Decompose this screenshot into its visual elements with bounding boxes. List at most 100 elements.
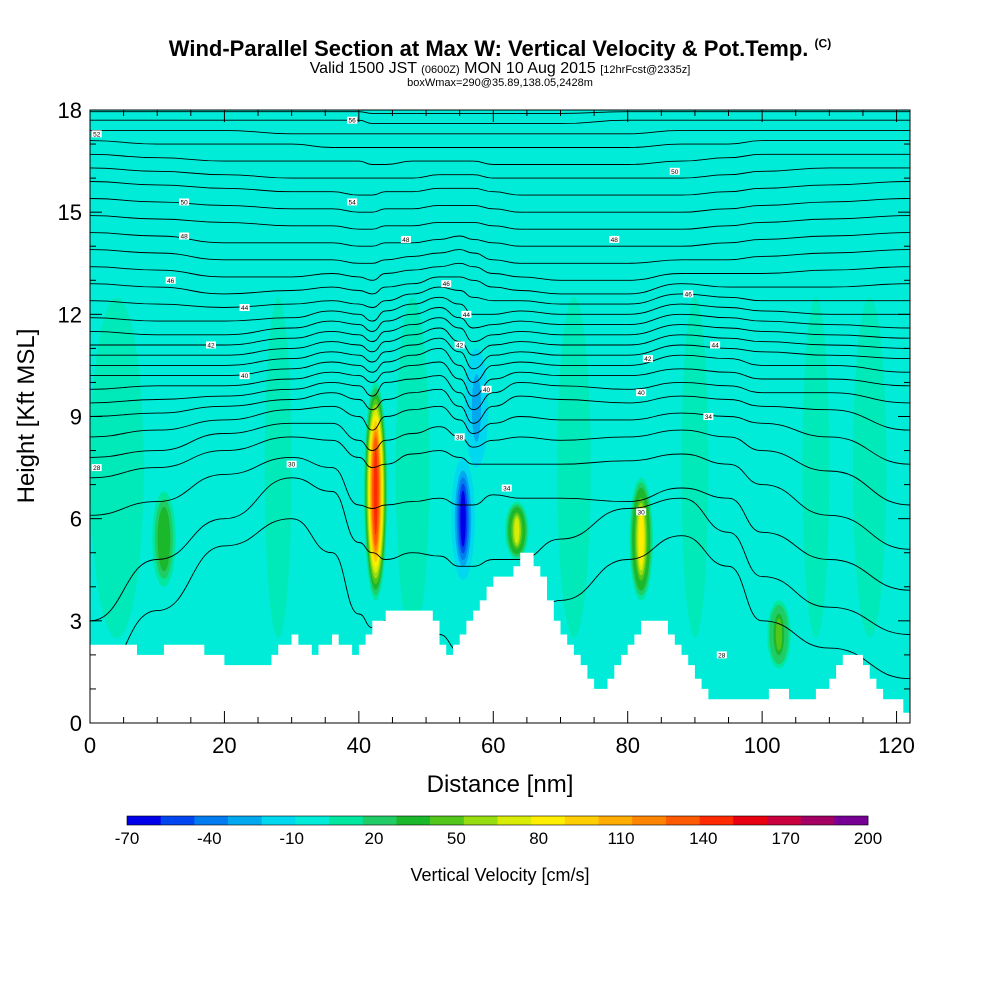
colorbar-swatch xyxy=(598,816,633,825)
colorbar-tick-label: 80 xyxy=(529,829,548,848)
y-tick-label: 15 xyxy=(58,200,82,225)
isentrope-label-bg xyxy=(461,310,472,318)
colorbar: -70 -40 -10 20 50 80 110 140 170 200 xyxy=(115,815,882,848)
colorbar-frame xyxy=(126,815,869,826)
colorbar-tick-label: -10 xyxy=(279,829,304,848)
colorbar-swatch xyxy=(733,816,768,825)
x-tick-label: 20 xyxy=(212,733,236,758)
isentrope-label-bg xyxy=(239,372,250,380)
isentrope-line xyxy=(90,375,910,411)
isentrope-label: 52 xyxy=(91,130,102,138)
isentrope-label-text: 40 xyxy=(483,387,491,394)
isentrope-label: 34 xyxy=(703,413,714,421)
isentrope-label-text: 48 xyxy=(402,237,410,244)
x-tick-label: 60 xyxy=(481,733,505,758)
x-tick-label: 80 xyxy=(615,733,639,758)
isentrope-label: 28 xyxy=(716,651,727,659)
isentrope-label-text: 48 xyxy=(611,237,619,244)
isentrope-line xyxy=(90,215,910,230)
colorbar-tick-label: 110 xyxy=(607,829,634,848)
colorbar-swatch xyxy=(497,816,532,825)
isentrope-label: 28 xyxy=(91,464,102,472)
isentrope-label-bg xyxy=(703,413,714,420)
colorbar-swatch xyxy=(463,816,498,825)
isentrope-label-text: 30 xyxy=(288,462,296,469)
isentrope-label-text: 42 xyxy=(456,342,464,349)
isentrope-label: 40 xyxy=(636,389,647,397)
isentrope-line xyxy=(90,307,910,336)
colorbar-swatch xyxy=(699,816,734,825)
colorbar-swatch xyxy=(228,816,263,825)
isentrope-label-bg xyxy=(91,130,102,138)
ambient-band xyxy=(557,297,591,638)
isentrope-label: 48 xyxy=(179,232,190,241)
colorbar-tick-label: -70 xyxy=(115,829,140,848)
colorbar-swatch xyxy=(194,816,229,825)
isentrope-label-bg xyxy=(400,235,411,243)
isentrope-label-bg xyxy=(347,198,358,206)
y-tick-label: 0 xyxy=(70,711,82,736)
isentrope-line xyxy=(90,249,910,264)
x-tick-label: 40 xyxy=(347,733,371,758)
axes: 0 20 40 60 80 100 120 0 3 6 9 12 15 18 xyxy=(58,98,915,758)
ambient-band xyxy=(90,297,144,638)
isentrope-line xyxy=(90,129,910,135)
downdraft-core xyxy=(460,490,466,547)
colorbar-swatch xyxy=(329,816,364,825)
updraft-core xyxy=(160,514,168,564)
isentrope-label-bg xyxy=(454,341,465,349)
isentrope-label-text: 52 xyxy=(93,131,101,138)
isentrope-line xyxy=(90,296,910,322)
isentrope-label-bg xyxy=(609,235,620,243)
isentrope-label: 40 xyxy=(481,385,492,394)
x-axis-label: Distance [nm] xyxy=(427,771,574,798)
downdraft-core xyxy=(471,374,482,442)
isentrope-label-text: 50 xyxy=(671,169,679,176)
colorbar-tick-label: 50 xyxy=(447,829,466,848)
isentrope-label: 48 xyxy=(609,235,620,244)
isentrope-label: 46 xyxy=(165,276,176,285)
isentrope-label-text: 46 xyxy=(443,281,451,288)
isentrope-label: 56 xyxy=(347,116,358,125)
valid-time-line: Valid 1500 JST (0600Z) MON 10 Aug 2015 [… xyxy=(0,60,1000,78)
ambient-band xyxy=(597,297,618,638)
isentrope-line xyxy=(90,140,910,148)
terrain-mask xyxy=(90,552,910,723)
valid-date: MON 10 Aug 2015 xyxy=(464,60,596,77)
velocity-field xyxy=(90,297,887,669)
isentrope-label-text: 50 xyxy=(180,199,188,206)
isentrope-label-bg xyxy=(91,464,102,472)
isentrope-label: 30 xyxy=(636,508,647,516)
forecast-info: [12hrFcst@2335z] xyxy=(600,64,691,76)
isentrope-label-bg xyxy=(636,508,647,516)
isentrope-label-bg xyxy=(205,341,216,349)
isentrope-label-bg xyxy=(286,460,297,468)
colorbar-swatch xyxy=(665,816,700,825)
isentrope-label: 34 xyxy=(501,484,512,493)
ambient-band xyxy=(264,297,292,638)
ambient-band xyxy=(802,297,830,638)
isentrope-label-text: 54 xyxy=(349,199,357,206)
ambient-band xyxy=(731,297,753,638)
isentrope-line xyxy=(90,232,910,247)
ambient-band xyxy=(852,297,887,638)
isentrope-label: 44 xyxy=(461,310,472,319)
isentrope-label-text: 46 xyxy=(167,278,175,285)
isentrope-label-text: 48 xyxy=(180,234,188,241)
chart-title: Wind-Parallel Section at Max W: Vertical… xyxy=(0,36,1000,62)
colorbar-swatch xyxy=(295,816,330,825)
isentrope-label: 46 xyxy=(683,290,694,298)
isentrope-label: 54 xyxy=(347,198,358,206)
y-tick-label: 12 xyxy=(58,302,82,327)
colorbar-swatch xyxy=(261,816,296,825)
copyright-mark: (C) xyxy=(814,36,832,51)
y-tick-label: 9 xyxy=(70,405,82,430)
colorbar-swatch xyxy=(834,816,869,825)
isentrope-line xyxy=(90,153,910,165)
isentrope-line xyxy=(90,198,910,213)
isentrope-label: 30 xyxy=(286,460,297,469)
isentrope-label-text: 40 xyxy=(638,390,646,397)
colorbar-swatch xyxy=(430,816,465,825)
isentrope-label-bg xyxy=(642,355,653,363)
isentrope-line xyxy=(90,317,910,346)
